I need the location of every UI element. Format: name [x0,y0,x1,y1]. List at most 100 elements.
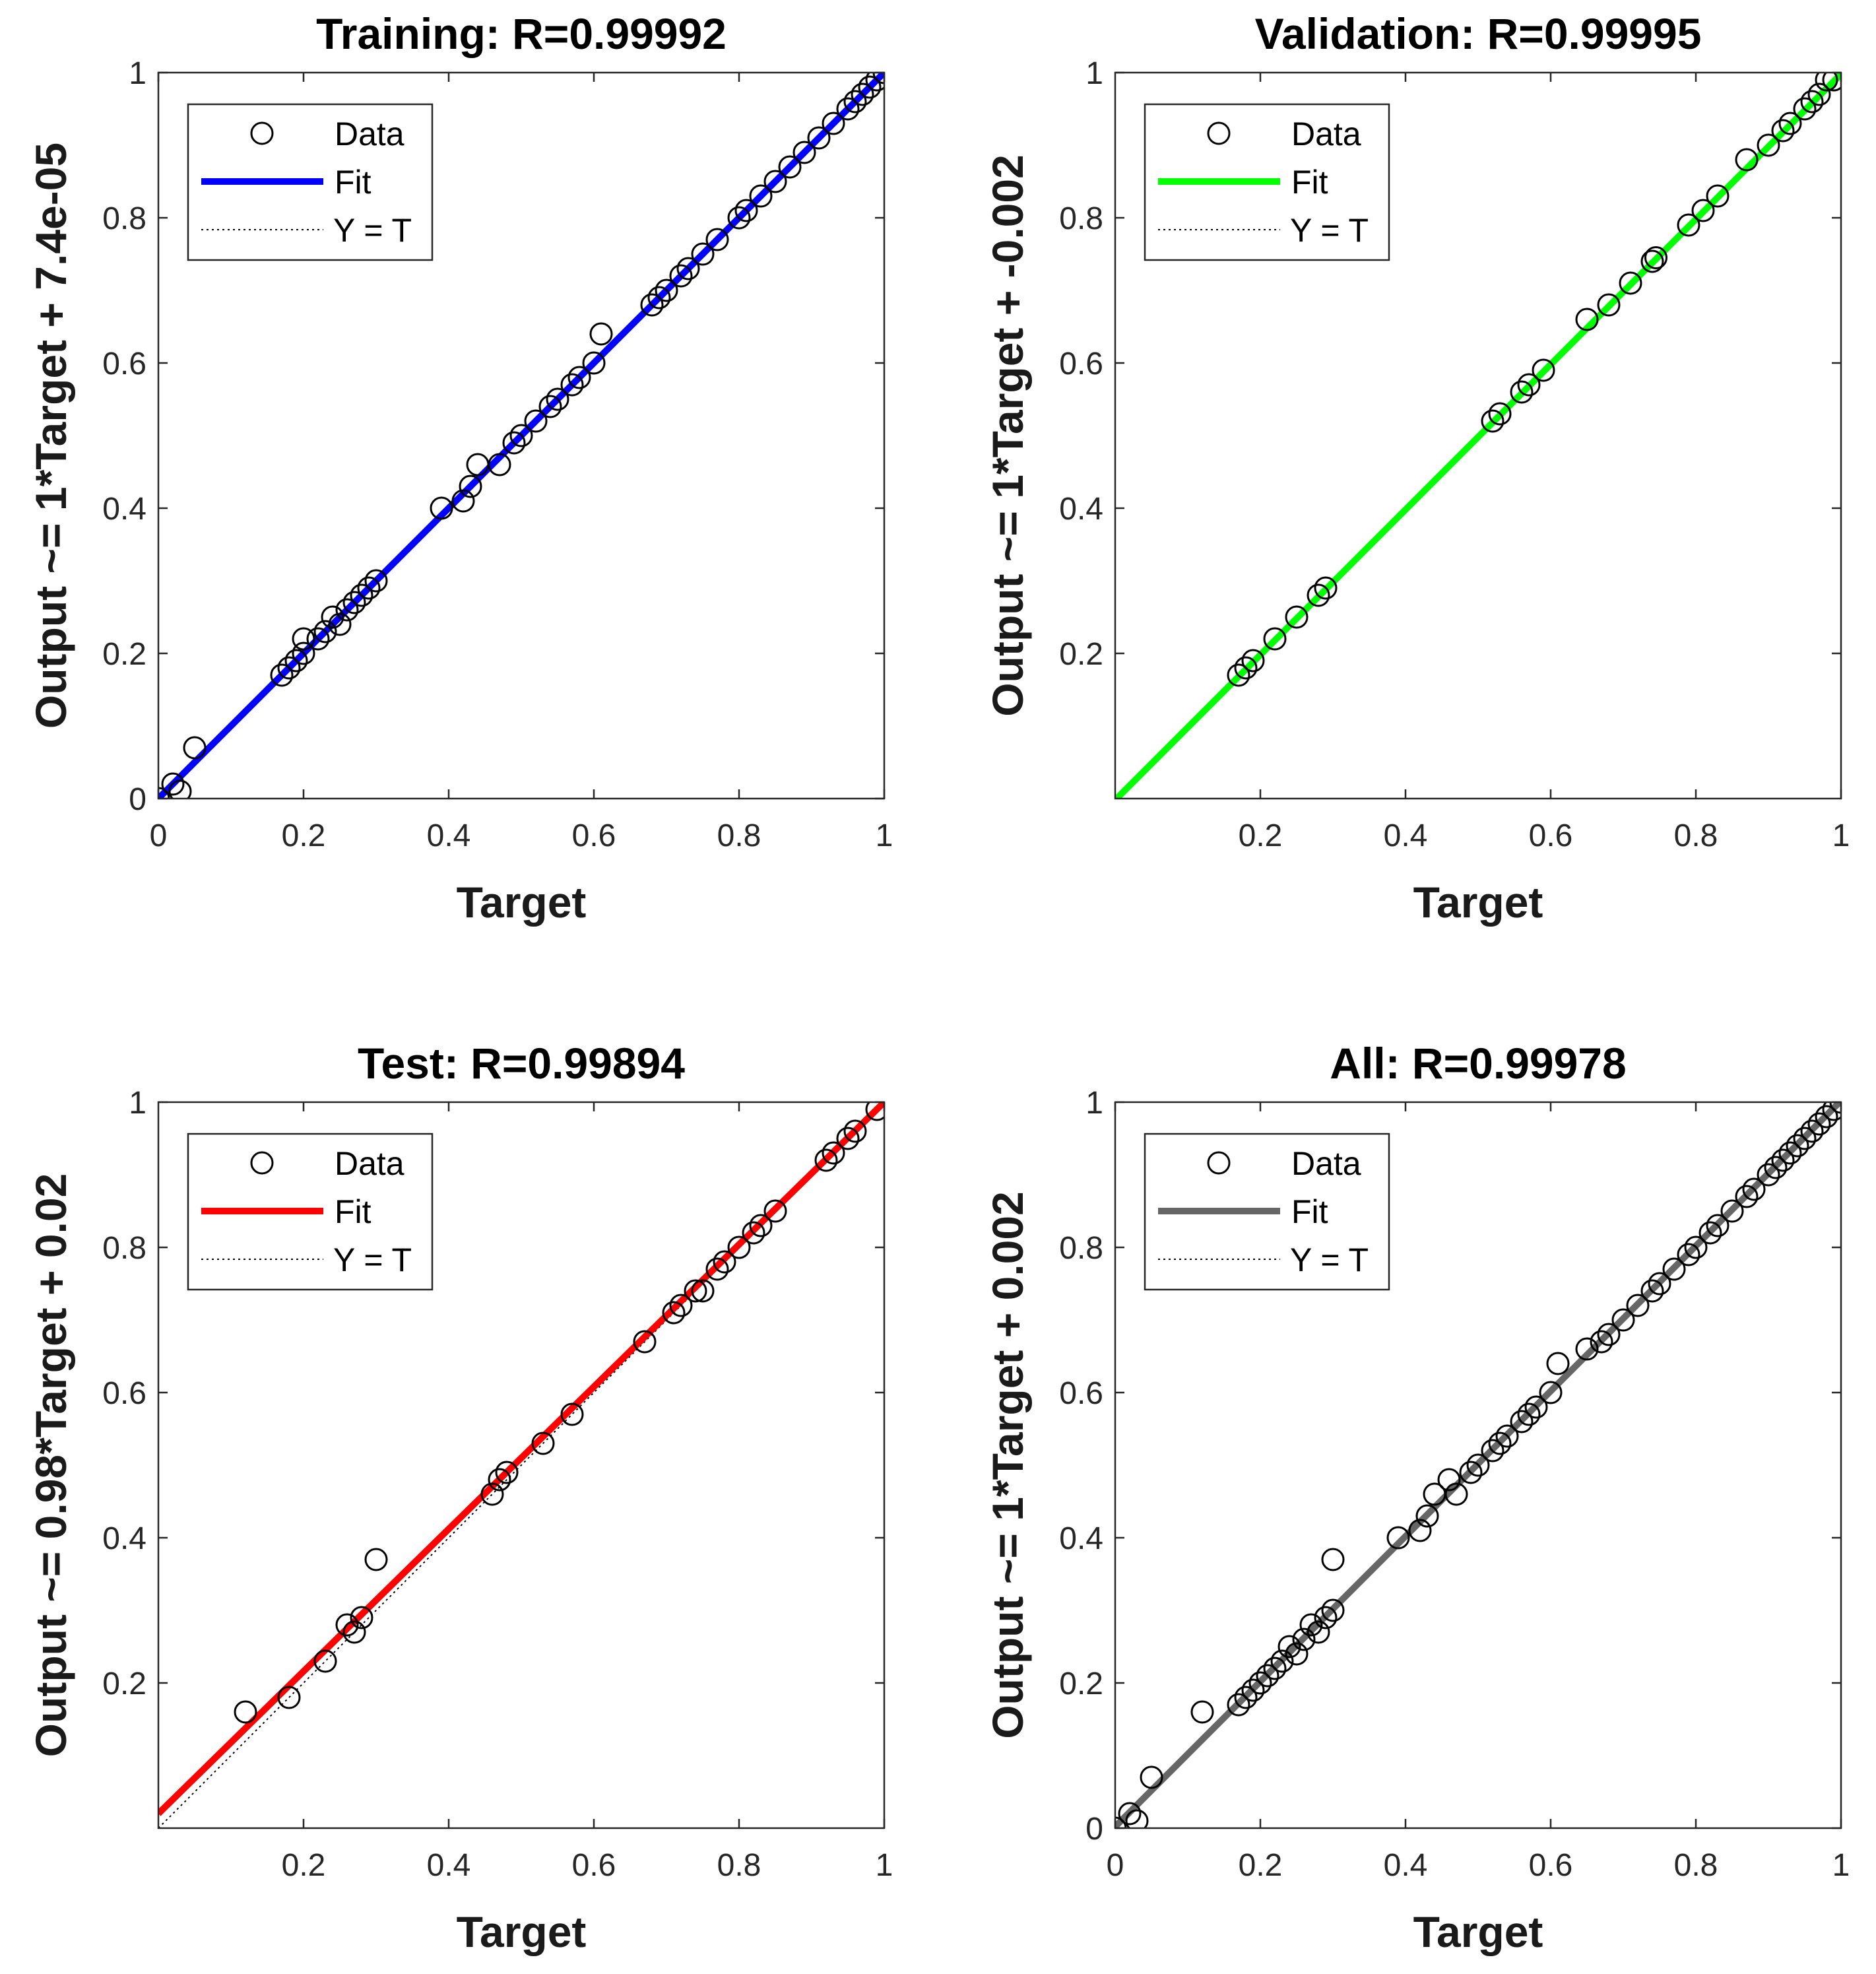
all-data-point [1256,1664,1279,1688]
test-xtick-label: 0.6 [572,1848,616,1883]
all-data-point [1590,1330,1613,1354]
validation-ytick-label: 1 [1085,56,1103,91]
all-data-point [1510,1410,1534,1433]
validation-data-point [1778,112,1802,135]
validation-data-point [1793,97,1817,121]
training-data-point [488,453,511,477]
validation-data-point [1822,73,1841,92]
validation-ytick-label: 0.6 [1059,346,1103,381]
validation-data-point [1815,73,1838,92]
validation-axes-box [1114,71,1842,800]
all-data-point [1757,1163,1780,1187]
all-data-point [1706,1214,1730,1237]
test-xlabel: Target [457,1907,587,1956]
training-ytick-label: 0.8 [102,201,146,236]
training-ytick-label: 1 [129,56,146,91]
training-data-point [640,293,664,317]
training-xtick-label: 0.6 [572,818,616,853]
all-data-point [1495,1424,1519,1448]
all-ytick-label: 0.2 [1059,1666,1103,1701]
all-data-point [1444,1482,1468,1506]
validation-fit-line [1115,73,1841,799]
test-data-point [669,1294,693,1317]
all-data-point [1140,1765,1163,1789]
test-data-point [843,1119,867,1143]
validation-xlabel: Target [1413,878,1543,927]
test-data-point [313,1649,337,1673]
all-xtick-label: 0.4 [1384,1848,1428,1883]
all-data-point [1648,1272,1671,1296]
all-data-point [1735,1185,1759,1208]
validation-legend-data-marker [1207,121,1231,145]
all-ytick-label: 1 [1085,1086,1103,1121]
validation-plot: 0.2 0.4 0.6 0.8 1 0.2 0.4 0.6 0.8 1 Validation: R=… [983,9,1850,927]
all-data-point [1459,1461,1483,1484]
test-data-point [364,1548,388,1571]
training-data-point [807,126,831,150]
all-xtick-label: 0.8 [1674,1848,1718,1883]
test-data-point [836,1127,860,1150]
training-xtick-label: 1 [876,818,893,853]
all-data-point [1466,1453,1490,1477]
all-data-point [1539,1381,1563,1404]
training-data-point [655,279,678,302]
validation-xtick-label: 0.2 [1239,818,1283,853]
all-data-point [1278,1635,1301,1659]
validation-data-point [1285,605,1309,629]
all-data-point [1270,1649,1294,1673]
all-xlabel: Target [1413,1907,1543,1956]
training-data-point [270,663,294,687]
validation-ytick-label: 0.4 [1059,492,1103,527]
validation-data-point [1481,409,1504,433]
all-xtick-label: 0 [1107,1848,1124,1883]
test-xtick-label: 0.2 [282,1848,326,1883]
all-xtick-label: 0.6 [1529,1848,1573,1883]
training-data-point [364,569,388,593]
training-axes-box [157,71,886,800]
training-data-point [705,228,729,251]
training-data-point [292,627,315,651]
all-xtick-label: 0.2 [1239,1848,1283,1883]
all-data-point [1524,1395,1548,1419]
validation-data-point [1517,373,1541,397]
test-xtick-label: 0.4 [427,1848,471,1883]
test-data-point [277,1686,301,1709]
all-data-point [1125,1809,1149,1828]
validation-legend-entry: Fit [1291,164,1328,201]
test-data-point [350,1606,373,1629]
training-data-point [284,649,308,673]
validation-data-point [1691,199,1715,222]
training-data-point [509,424,533,447]
test-data-point [749,1214,773,1237]
training-title: Training: R=0.99992 [316,9,727,58]
all-legend-entry: Y = T [1290,1241,1369,1278]
all-data-point [1611,1308,1635,1332]
test-data-point [684,1279,707,1303]
all-data-point [1248,1671,1272,1695]
test-data-point [342,1620,366,1644]
all-axes-box [1114,1101,1842,1829]
training-data-point [335,598,359,622]
validation-data-point [1532,358,1555,382]
test-data-point [822,1141,845,1165]
validation-data-point [1597,293,1621,317]
all-data-point [1386,1526,1410,1550]
validation-title: Validation: R=0.99995 [1255,9,1702,58]
training-data-point [691,242,715,266]
validation-data-point [1619,271,1642,295]
test-ylabel: Output ~= 0.98*Target + 0.02 [26,1173,75,1758]
all-xtick-label: 1 [1832,1848,1850,1883]
validation-ylabel: Output ~= 1*Target + -0.002 [983,154,1032,717]
test-ytick-label: 0.4 [102,1521,146,1556]
training-data-point [582,351,606,375]
training-data-point [647,286,671,310]
all-data-point [1662,1257,1686,1281]
training-data-point [183,736,207,760]
validation-data-point [1800,90,1824,114]
all-ytick-label: 0.6 [1059,1376,1103,1411]
training-data-point [792,141,816,164]
validation-ytick-label: 0.8 [1059,201,1103,236]
all-data-point [1517,1402,1541,1426]
all-legend-data-marker [1207,1151,1231,1175]
all-data-point [1597,1323,1621,1346]
